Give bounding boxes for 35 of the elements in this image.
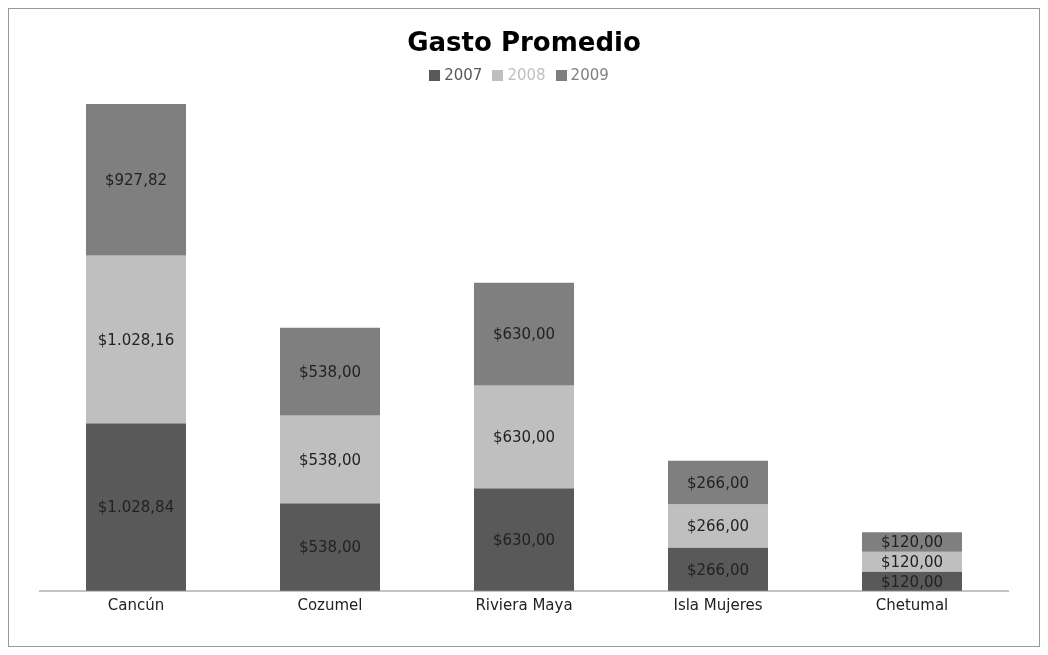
data-label: $630,00 <box>492 530 556 549</box>
x-tick-label: Cancún <box>107 595 165 614</box>
bar <box>668 504 768 548</box>
legend-label: 2007 <box>444 66 483 84</box>
data-label: $538,00 <box>298 450 362 469</box>
chart-title: Gasto Promedio <box>406 27 642 59</box>
data-label: $927,82 <box>104 171 168 190</box>
bar <box>474 282 574 386</box>
data-label: $266,00 <box>686 560 750 579</box>
data-label: $1.028,16 <box>97 330 175 349</box>
data-label: $120,00 <box>880 552 944 571</box>
legend-label: 2009 <box>570 66 609 84</box>
data-label: $120,00 <box>880 533 944 552</box>
data-label: $538,00 <box>298 362 362 381</box>
x-tick-label: Cozumel <box>297 595 363 614</box>
x-tick-label: Isla Mujeres <box>673 595 763 614</box>
legend-label: 2008 <box>507 66 546 84</box>
data-label: $1.028,84 <box>97 498 175 517</box>
data-label: $266,00 <box>686 517 750 536</box>
x-tick-label: Chetumal <box>875 595 949 614</box>
bar <box>280 415 380 504</box>
bar <box>86 104 186 256</box>
data-label: $630,00 <box>492 325 556 344</box>
bar <box>280 503 380 591</box>
data-label: $120,00 <box>880 572 944 591</box>
bar <box>668 460 768 505</box>
x-tick-label: Riviera Maya <box>475 595 573 614</box>
bar <box>474 488 574 591</box>
bar <box>474 385 574 489</box>
bar <box>86 423 186 591</box>
data-label: $630,00 <box>492 428 556 447</box>
data-label: $538,00 <box>298 538 362 557</box>
data-label: $266,00 <box>686 473 750 492</box>
bar <box>280 327 380 416</box>
bar <box>86 255 186 424</box>
